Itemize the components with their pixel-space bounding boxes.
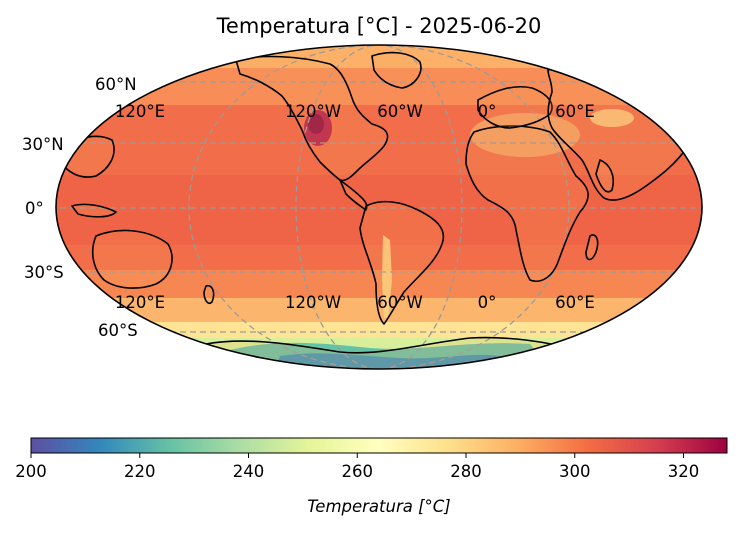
lat-label-60n: 60°N <box>95 75 137 94</box>
lon-label-top-60w: 60°W <box>377 102 423 121</box>
lat-label-30n: 30°N <box>22 135 64 154</box>
lat-label-30s: 30°S <box>24 263 64 282</box>
central-america <box>339 179 368 211</box>
lon-label-bottom-0: 0° <box>478 293 497 312</box>
colorbar-tick-label: 260 <box>342 462 374 481</box>
australia <box>91 229 173 289</box>
lon-label-bottom-120w: 120°W <box>285 293 341 312</box>
colorbar-tick-label: 200 <box>15 462 47 481</box>
lon-label-bottom-120e: 120°E <box>115 293 165 312</box>
map-title: Temperatura [°C] - 2025-06-20 <box>216 14 542 38</box>
tibet-cool <box>590 109 634 127</box>
andes-cool <box>382 235 392 318</box>
colorbar-tick-label: 300 <box>559 462 591 481</box>
meridian-pair-outer <box>188 45 570 369</box>
indonesia <box>71 203 117 218</box>
map-boundary <box>55 44 703 370</box>
north-america <box>235 55 389 182</box>
lon-label-top-0: 0° <box>478 102 497 121</box>
colorbar-ticks: 200 220 240 260 280 300 320 <box>15 453 699 481</box>
lon-label-top-120e: 120°E <box>115 102 165 121</box>
madagascar <box>585 234 599 261</box>
europe <box>477 85 553 129</box>
antarctica <box>205 336 577 369</box>
southern-ocean-band <box>56 322 702 340</box>
colorbar-tick-label: 240 <box>233 462 265 481</box>
colorbar: 200 220 240 260 280 300 320 Temperatura [°C] <box>15 437 728 516</box>
india <box>595 159 615 193</box>
south-america <box>359 200 445 325</box>
sahara-warm <box>470 113 580 157</box>
lat-label-60s: 60°S <box>98 321 138 340</box>
lon-label-bottom-60w: 60°W <box>377 293 423 312</box>
colorbar-label: Temperatura [°C] <box>307 497 451 516</box>
lon-label-top-60e: 60°E <box>555 102 595 121</box>
greenland <box>371 51 422 89</box>
antarctica-coldest <box>270 353 520 369</box>
colorbar-tick-label: 320 <box>668 462 700 481</box>
lon-label-top-120w: 120°W <box>285 102 341 121</box>
south-mid-band <box>56 270 702 300</box>
colorbar-tick-label: 280 <box>450 462 482 481</box>
africa <box>465 125 589 282</box>
lon-label-bottom-60e: 60°E <box>555 293 595 312</box>
new-zealand <box>203 284 215 305</box>
lat-label-equator: 0° <box>25 199 44 218</box>
colorbar-gradient <box>30 437 728 454</box>
map-area: 60°N 30°N 0° 30°S 60°S 120°E 120°W 60°W … <box>22 44 703 370</box>
meridian-pair-inner <box>295 45 463 369</box>
hot-spot-core <box>308 114 324 134</box>
colorbar-tick-label: 220 <box>124 462 156 481</box>
